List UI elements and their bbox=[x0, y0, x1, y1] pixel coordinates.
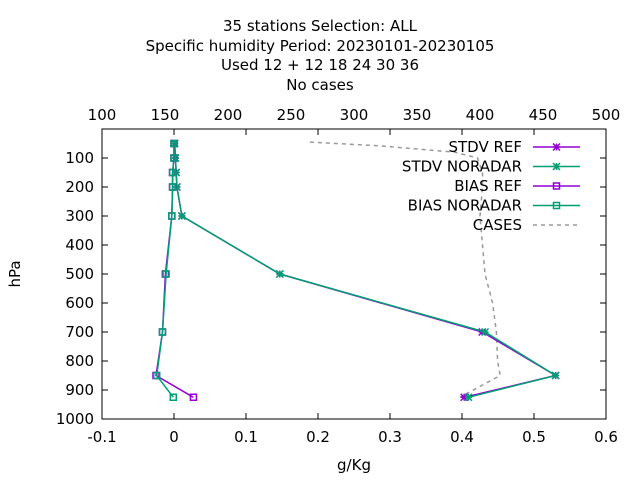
y-tick-label: 700 bbox=[65, 323, 94, 341]
point-bias-noradar bbox=[162, 270, 170, 278]
chart-title-line-4: No cases bbox=[286, 76, 354, 94]
x2-tick-label: 300 bbox=[340, 106, 369, 124]
x2-tick-label: 400 bbox=[466, 106, 495, 124]
point-bias-noradar bbox=[158, 328, 167, 336]
y-tick-label: 100 bbox=[65, 149, 94, 167]
x-tick-label: 0 bbox=[169, 428, 179, 446]
series-line-cases bbox=[309, 141, 502, 398]
point-bias-noradar bbox=[168, 168, 177, 177]
series-bias-ref bbox=[152, 139, 198, 401]
point-stdv-noradar bbox=[177, 211, 186, 221]
y-tick-label: 400 bbox=[65, 236, 94, 254]
x2-tick-label: 500 bbox=[592, 106, 621, 124]
x-tick-label: 0.4 bbox=[450, 428, 474, 446]
point-stdv-noradar bbox=[481, 327, 490, 337]
legend-marker-stdv-ref bbox=[552, 142, 561, 152]
y-tick-label: 500 bbox=[65, 265, 94, 283]
legend-label-stdv-ref: STDV REF bbox=[448, 138, 522, 156]
series-line-bias-noradar bbox=[155, 143, 175, 398]
legend-marker-bias-ref bbox=[552, 182, 561, 190]
x-tick-label: 0.2 bbox=[306, 428, 330, 446]
point-bias-noradar bbox=[152, 371, 161, 380]
point-stdv-noradar bbox=[275, 269, 284, 279]
point-bias-ref bbox=[189, 393, 198, 401]
y-tick-label: 1000 bbox=[56, 410, 94, 428]
y-tick-label: 300 bbox=[65, 207, 94, 225]
y-tick-label: 200 bbox=[65, 178, 94, 196]
legend-label-bias-ref: BIAS REF bbox=[454, 177, 522, 195]
series-cases bbox=[309, 141, 502, 398]
x2-tick-label: 450 bbox=[529, 106, 558, 124]
legend-marker-stdv-noradar bbox=[552, 162, 561, 171]
point-bias-noradar bbox=[170, 154, 178, 162]
x-tick-label: 0.3 bbox=[378, 428, 402, 446]
legend-label-bias-noradar: BIAS NORADAR bbox=[408, 197, 522, 215]
point-bias-noradar bbox=[168, 183, 177, 191]
x-tick-label: 0.1 bbox=[234, 428, 258, 446]
legend-marker-bias-noradar bbox=[552, 201, 561, 210]
chart-title-line-3: Used 12 + 12 18 24 30 36 bbox=[220, 56, 419, 74]
x-tick-label: 0.5 bbox=[522, 428, 546, 446]
series-layer bbox=[152, 139, 560, 402]
point-bias-noradar bbox=[170, 139, 178, 148]
chart-title-line-2: Specific humidity Period: 20230101-20230… bbox=[145, 37, 495, 55]
x2-tick-label: 250 bbox=[277, 106, 306, 124]
point-bias-noradar bbox=[169, 393, 178, 401]
y-axis-label: hPa bbox=[6, 260, 24, 287]
x2-tick-label: 100 bbox=[88, 106, 117, 124]
axis-layer: -0.1 0 0.1 0.2 0.3 0.4 0.5 0.6 100 150 200 250 300 35… bbox=[6, 106, 620, 474]
x2-tick-label: 350 bbox=[403, 106, 432, 124]
legend-label-cases: CASES bbox=[473, 216, 522, 234]
legend-label-stdv-noradar: STDV NORADAR bbox=[402, 158, 522, 176]
y-tick-label: 600 bbox=[65, 294, 94, 312]
x-tick-label: -0.1 bbox=[87, 428, 116, 446]
chart-title-line-1: 35 stations Selection: ALL bbox=[223, 17, 417, 35]
series-bias-noradar bbox=[152, 139, 178, 401]
x-axis-label: g/Kg bbox=[337, 456, 371, 474]
x2-tick-label: 150 bbox=[151, 106, 180, 124]
y-tick-label: 900 bbox=[65, 381, 94, 399]
point-stdv-noradar bbox=[464, 393, 473, 402]
x2-tick-label: 200 bbox=[214, 106, 243, 124]
point-stdv-noradar bbox=[551, 371, 560, 380]
point-bias-noradar bbox=[168, 212, 176, 220]
y-tick-label: 800 bbox=[65, 352, 94, 370]
x-tick-label: 0.6 bbox=[594, 428, 618, 446]
